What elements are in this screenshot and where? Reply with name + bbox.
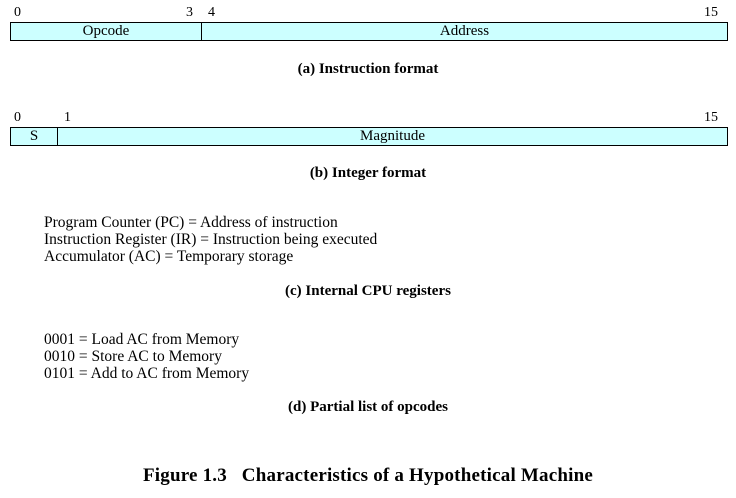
opcode-line-store: 0010 = Store AC to Memory [44,348,222,365]
opcode-list: 0001 = Load AC from Memory 0010 = Store … [44,331,249,382]
caption-opcodes: (d) Partial list of opcodes [288,399,448,415]
opcode-line-add: 0101 = Add to AC from Memory [44,365,250,382]
integer-field-row: S Magnitude [10,127,728,146]
magnitude-field: Magnitude [58,127,728,146]
caption-instruction-format: (a) Instruction format [297,61,439,77]
figure-title: Figure 1.3 Characteristics of a Hypothet… [142,465,593,486]
address-field: Address [202,22,728,41]
bit-label-4: 4 [208,5,215,20]
bit-label-1: 1 [64,110,71,125]
bit-label-3: 3 [186,5,193,20]
instruction-field-row: Opcode Address [10,22,728,41]
sign-field: S [10,127,58,146]
register-line-ac: Accumulator (AC) = Temporary storage [44,248,294,265]
bit-label-15: 15 [704,110,718,125]
opcode-field: Opcode [10,22,202,41]
register-line-pc: Program Counter (PC) = Address of instru… [44,214,338,231]
caption-integer-format: (b) Integer format [309,165,427,181]
register-list: Program Counter (PC) = Address of instru… [44,214,377,265]
caption-cpu-registers: (c) Internal CPU registers [285,283,451,299]
register-line-ir: Instruction Register (IR) = Instruction … [44,231,378,248]
bit-label-0: 0 [14,110,21,125]
bit-label-0: 0 [14,5,21,20]
bit-label-15: 15 [704,5,718,20]
opcode-line-load: 0001 = Load AC from Memory [44,331,240,348]
